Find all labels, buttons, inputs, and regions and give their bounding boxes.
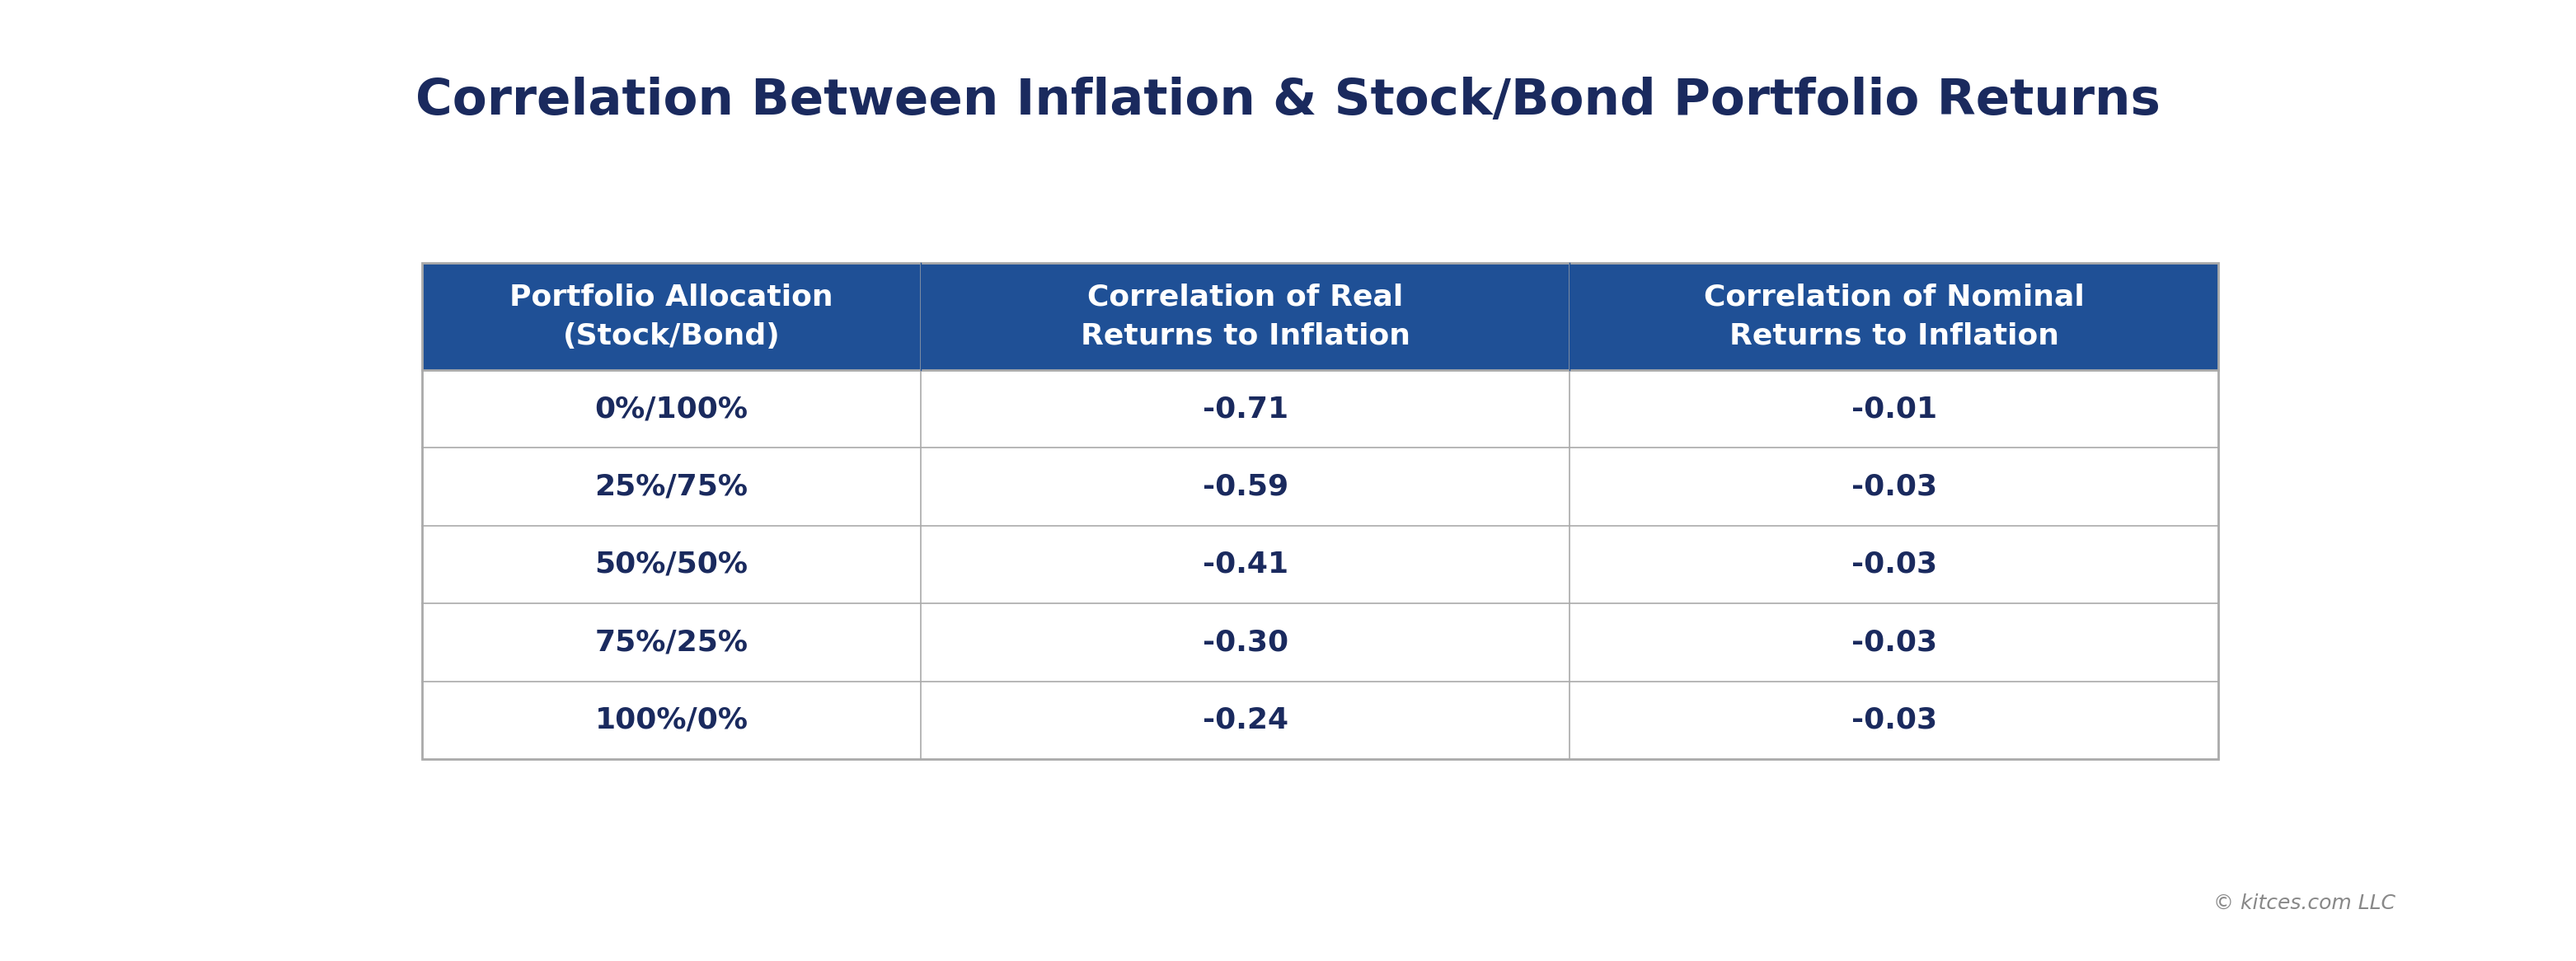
Text: -0.03: -0.03 (1852, 706, 1937, 734)
Text: -0.24: -0.24 (1203, 706, 1288, 734)
Bar (922, 263, 1569, 370)
Text: Correlation Between Inflation & Stock/Bond Portfolio Returns: Correlation Between Inflation & Stock/Bo… (415, 77, 2161, 125)
Bar (422, 370, 922, 448)
Bar (422, 526, 922, 604)
Bar (1569, 604, 2218, 681)
Bar (1569, 263, 2218, 370)
Text: -0.71: -0.71 (1203, 395, 1288, 423)
Text: -0.59: -0.59 (1203, 473, 1288, 501)
Text: -0.03: -0.03 (1852, 473, 1937, 501)
Text: 100%/0%: 100%/0% (595, 706, 747, 734)
Text: 75%/25%: 75%/25% (595, 628, 747, 656)
Text: 25%/75%: 25%/75% (595, 473, 747, 501)
Text: -0.03: -0.03 (1852, 551, 1937, 579)
Text: Portfolio Allocation
(Stock/Bond): Portfolio Allocation (Stock/Bond) (510, 283, 832, 350)
Bar (422, 681, 922, 759)
Text: 0%/100%: 0%/100% (595, 395, 747, 423)
Text: © kitces.com LLC: © kitces.com LLC (2213, 893, 2396, 913)
Bar (1569, 681, 2218, 759)
Bar (422, 448, 922, 526)
Text: -0.30: -0.30 (1203, 628, 1288, 656)
Text: -0.03: -0.03 (1852, 628, 1937, 656)
Text: Correlation of Nominal
Returns to Inflation: Correlation of Nominal Returns to Inflat… (1703, 283, 2084, 350)
Bar (922, 526, 1569, 604)
Bar (1569, 526, 2218, 604)
Text: -0.41: -0.41 (1203, 551, 1288, 579)
Bar (422, 263, 2218, 759)
Bar (922, 681, 1569, 759)
Bar (922, 604, 1569, 681)
Text: 50%/50%: 50%/50% (595, 551, 747, 579)
Bar (422, 263, 922, 370)
Bar (922, 448, 1569, 526)
Text: Correlation of Real
Returns to Inflation: Correlation of Real Returns to Inflation (1079, 283, 1409, 350)
Bar (1569, 448, 2218, 526)
Bar (1569, 370, 2218, 448)
Bar (922, 370, 1569, 448)
Bar (422, 604, 922, 681)
Text: -0.01: -0.01 (1852, 395, 1937, 423)
